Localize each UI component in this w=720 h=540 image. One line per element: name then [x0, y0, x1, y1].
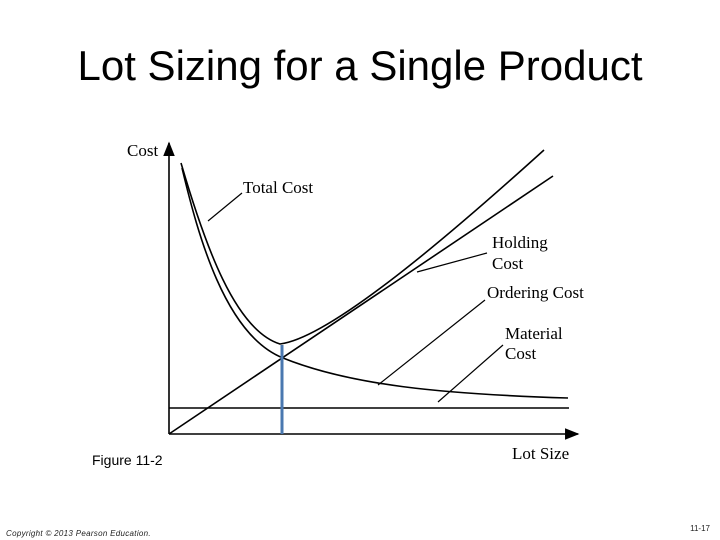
x-axis-label: Lot Size [512, 444, 569, 463]
total-cost-curve [180, 149, 545, 345]
material-cost-label-line2: Cost [505, 344, 536, 363]
holding-cost-label-line1: Holding [492, 233, 548, 252]
slide-title: Lot Sizing for a Single Product [77, 42, 643, 89]
total-cost-leader [207, 192, 243, 222]
holding-cost-label-line2: Cost [492, 254, 523, 273]
copyright-notice: Copyright © 2013 Pearson Education. [6, 529, 151, 538]
material-cost-label-line1: Material [505, 324, 563, 343]
ordering-cost-label: Ordering Cost [487, 283, 584, 302]
figure-label: Figure 11-2 [92, 452, 163, 468]
material-cost-leader [437, 344, 504, 403]
holding-cost-line [168, 175, 554, 435]
y-axis-label: Cost [127, 141, 158, 160]
total-cost-label: Total Cost [243, 178, 313, 197]
ordering-cost-leader [377, 299, 486, 386]
slide-number: 11-17 [690, 524, 710, 533]
holding-cost-leader [416, 252, 488, 273]
